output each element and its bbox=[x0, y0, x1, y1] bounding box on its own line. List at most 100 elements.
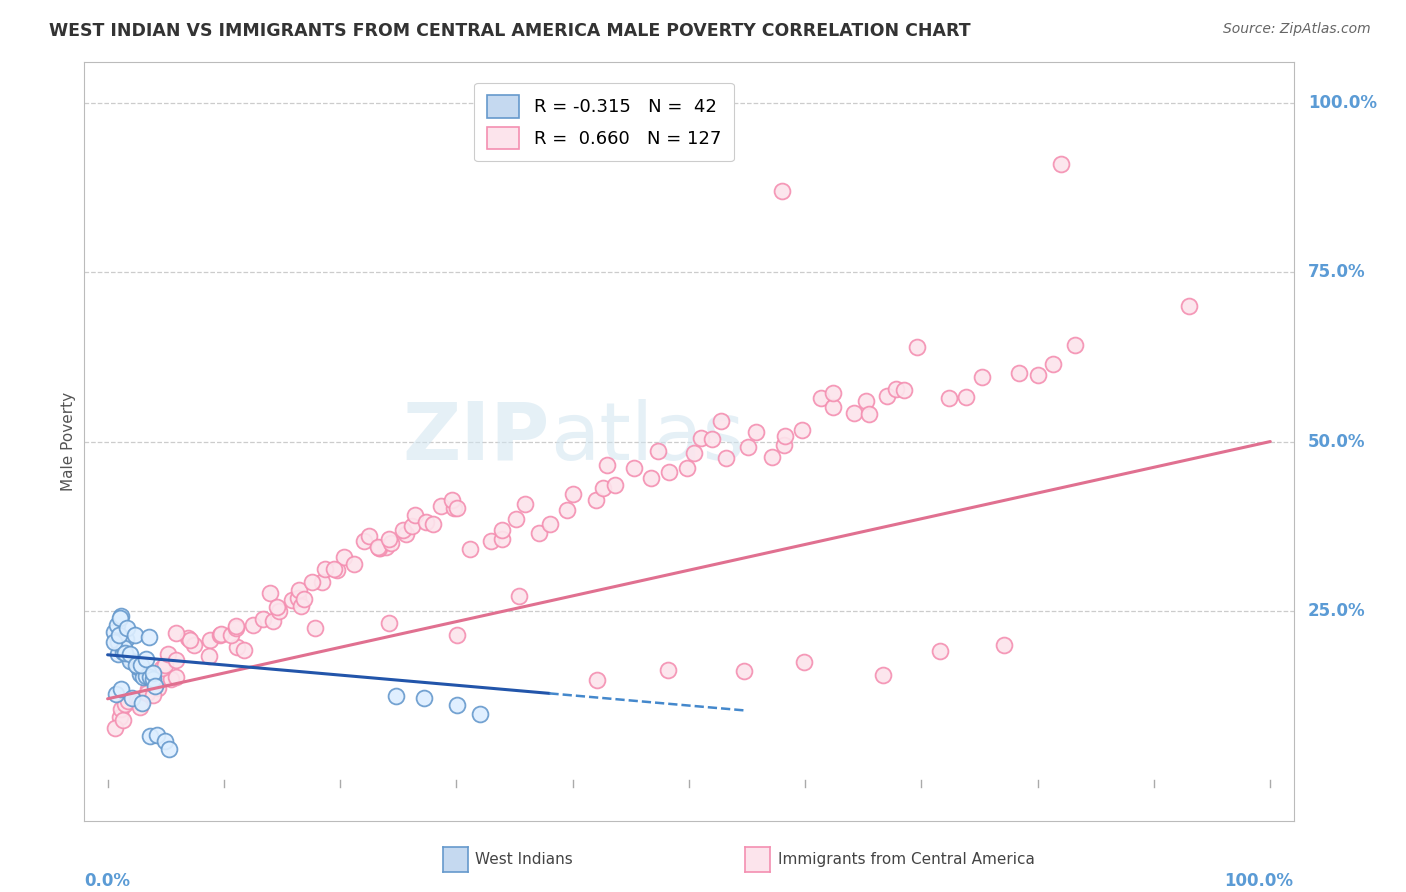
Point bbox=[125, 693, 148, 707]
Point bbox=[267, 604, 290, 618]
Point bbox=[121, 655, 143, 669]
Point bbox=[657, 663, 679, 677]
Point bbox=[117, 693, 139, 707]
Point bbox=[138, 681, 160, 696]
Point bbox=[160, 672, 183, 686]
Y-axis label: Male Poverty: Male Poverty bbox=[60, 392, 76, 491]
Legend: R = -0.315   N =  42, R =  0.660   N = 127: R = -0.315 N = 42, R = 0.660 N = 127 bbox=[474, 83, 734, 161]
Point bbox=[429, 499, 451, 513]
Point bbox=[333, 549, 356, 564]
Point bbox=[225, 619, 247, 633]
Point bbox=[129, 667, 152, 681]
Point bbox=[121, 690, 143, 705]
Point bbox=[208, 628, 231, 642]
Point bbox=[380, 536, 402, 550]
Point bbox=[103, 635, 125, 649]
Point bbox=[555, 503, 578, 517]
Text: WEST INDIAN VS IMMIGRANTS FROM CENTRAL AMERICA MALE POVERTY CORRELATION CHART: WEST INDIAN VS IMMIGRANTS FROM CENTRAL A… bbox=[49, 22, 970, 40]
Point bbox=[107, 647, 129, 661]
Point bbox=[844, 406, 866, 420]
Point bbox=[314, 562, 336, 576]
Point bbox=[107, 628, 129, 642]
Text: ZIP: ZIP bbox=[402, 399, 550, 476]
Point bbox=[491, 523, 513, 537]
Text: 100.0%: 100.0% bbox=[1225, 872, 1294, 890]
Point bbox=[458, 541, 481, 556]
Point bbox=[1028, 368, 1050, 382]
Point bbox=[225, 621, 247, 635]
Point bbox=[772, 438, 794, 452]
Point bbox=[139, 729, 162, 743]
Point bbox=[128, 695, 150, 709]
Point bbox=[993, 638, 1015, 652]
Point bbox=[281, 593, 304, 607]
Point bbox=[111, 645, 134, 659]
Point bbox=[446, 501, 468, 516]
Point bbox=[198, 632, 221, 647]
Point bbox=[311, 574, 333, 589]
Point bbox=[770, 184, 793, 198]
Point bbox=[110, 681, 132, 696]
Point bbox=[198, 648, 221, 663]
Point bbox=[136, 686, 159, 700]
Point bbox=[821, 385, 844, 400]
Point bbox=[108, 610, 131, 624]
Point bbox=[404, 508, 426, 522]
Point bbox=[117, 621, 139, 635]
Point bbox=[773, 429, 796, 443]
Point bbox=[108, 709, 131, 723]
Point bbox=[515, 497, 537, 511]
Point bbox=[682, 445, 704, 459]
Point bbox=[872, 667, 894, 681]
Point bbox=[294, 592, 316, 607]
Point bbox=[415, 515, 437, 529]
Point bbox=[209, 627, 232, 641]
Point bbox=[262, 614, 284, 628]
Point bbox=[401, 518, 423, 533]
Point bbox=[690, 431, 713, 445]
Point bbox=[955, 390, 977, 404]
Point bbox=[266, 599, 288, 614]
Point bbox=[323, 562, 346, 576]
Point bbox=[252, 612, 274, 626]
Point bbox=[290, 599, 312, 613]
Point bbox=[378, 533, 401, 547]
Point bbox=[165, 626, 187, 640]
Point bbox=[905, 340, 928, 354]
Point bbox=[177, 631, 200, 645]
Point bbox=[446, 698, 468, 712]
Text: 75.0%: 75.0% bbox=[1308, 263, 1365, 281]
Point bbox=[232, 643, 254, 657]
Point bbox=[135, 652, 157, 666]
Point bbox=[146, 681, 169, 695]
Point bbox=[700, 432, 723, 446]
Point bbox=[142, 689, 165, 703]
Text: 50.0%: 50.0% bbox=[1308, 433, 1365, 450]
Point bbox=[110, 702, 132, 716]
Point bbox=[491, 533, 513, 547]
Point bbox=[165, 670, 187, 684]
Text: 25.0%: 25.0% bbox=[1308, 602, 1365, 620]
Point bbox=[586, 673, 609, 687]
Point bbox=[596, 458, 619, 472]
Point bbox=[1008, 367, 1031, 381]
Point bbox=[938, 392, 960, 406]
Point bbox=[342, 558, 364, 572]
Point bbox=[470, 706, 492, 721]
Point bbox=[353, 533, 375, 548]
Point bbox=[592, 481, 614, 495]
Point bbox=[710, 413, 733, 427]
Point bbox=[138, 670, 160, 684]
Point bbox=[326, 563, 349, 577]
Point bbox=[422, 517, 444, 532]
Point bbox=[112, 640, 135, 655]
Point bbox=[357, 529, 380, 543]
Point bbox=[893, 383, 915, 397]
Point bbox=[761, 450, 783, 465]
Point bbox=[714, 451, 737, 466]
Point bbox=[110, 608, 132, 623]
Point bbox=[855, 393, 877, 408]
Point bbox=[647, 444, 669, 458]
Point bbox=[1178, 299, 1201, 313]
Text: 0.0%: 0.0% bbox=[84, 872, 131, 890]
